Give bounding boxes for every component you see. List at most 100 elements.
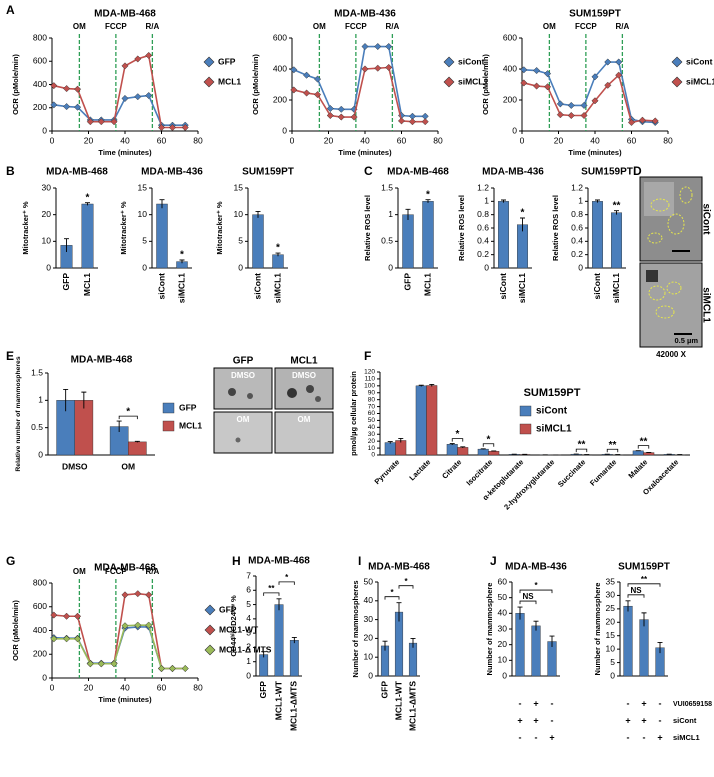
y-tick-label: 40 [498, 608, 508, 618]
data-point [361, 42, 369, 51]
x-tick-label: siMCL1 [517, 273, 527, 304]
data-point [121, 622, 129, 630]
y-tick-label: 100 [364, 383, 375, 390]
error-bar [614, 210, 619, 215]
significance-bracket [519, 600, 537, 605]
data-point [145, 91, 153, 100]
y-tick-label: 200 [273, 94, 287, 104]
x-tick-label: 80 [193, 135, 203, 145]
y-tick-label: 800 [33, 577, 47, 587]
significance-label: * [487, 434, 491, 445]
panel-label: F [364, 349, 371, 363]
data-point [157, 123, 166, 132]
y-tick-label: 15 [234, 182, 244, 192]
table-sign: + [533, 715, 538, 725]
y-tick-label: 0 [512, 125, 517, 135]
y-tick-label: 0 [282, 125, 287, 135]
error-bar [549, 635, 555, 648]
error-bar [261, 651, 267, 658]
magnification-label: 42000 X [656, 350, 686, 359]
image-column-label: GFP [233, 356, 254, 367]
y-axis-label: OCR (pMole/min) [11, 54, 20, 115]
data-point [50, 611, 58, 619]
significance-label: * [86, 192, 90, 203]
y-tick-label: 50 [364, 576, 374, 586]
data-point [290, 66, 298, 74]
y-tick-label: 10 [234, 209, 244, 219]
y-tick-label: 600 [273, 32, 287, 42]
series-line [523, 61, 656, 124]
significance-label: * [180, 250, 184, 261]
bar [632, 450, 644, 456]
error-bar [520, 217, 525, 232]
y-tick-label: 3 [246, 627, 251, 637]
error-bar [396, 602, 402, 622]
data-point [533, 66, 541, 75]
significance-label: * [456, 429, 460, 440]
table-sign: + [641, 698, 646, 708]
data-point [580, 111, 588, 120]
chart-title: MDA-MB-436 [334, 9, 396, 20]
x-tick-label: 0 [520, 135, 525, 145]
data-point [86, 660, 94, 668]
data-point [337, 105, 345, 113]
mammosphere [306, 385, 314, 393]
legend-label: siCont [458, 56, 485, 66]
x-tick-label: 80 [433, 135, 443, 145]
y-tick-label: 0.6 [571, 222, 583, 232]
y-tick-label: 20 [42, 209, 52, 219]
y-tick-label: 50 [498, 592, 508, 602]
y-axis-label: Relative number of mammospheres [15, 356, 22, 471]
x-tick-label: MCL1-WT [393, 680, 403, 720]
mammosphere [247, 393, 253, 399]
x-tick-label: 20 [84, 682, 94, 692]
x-tick-label: Isocitrate [464, 457, 494, 487]
bar [252, 214, 264, 269]
x-tick-label: OM [121, 461, 135, 471]
bar [488, 450, 500, 456]
legend-label: siMCL1 [458, 76, 489, 86]
error-bar [85, 202, 90, 206]
event-label: OM [73, 22, 86, 31]
data-point [73, 635, 82, 643]
panel-label: G [6, 554, 15, 568]
y-tick-label: 5 [610, 657, 615, 667]
micrograph-group: siCont 0.5 µm siMCL1 42000 X [639, 176, 711, 359]
significance-label: * [276, 243, 280, 254]
event-label: R/A [145, 567, 159, 576]
error-bar [533, 620, 539, 631]
error-bar [276, 598, 282, 611]
bar [531, 625, 541, 677]
image-row-label: DMSO [231, 371, 255, 380]
x-tick-label: Lactate [407, 457, 432, 482]
panel-label: B [6, 164, 15, 178]
y-axis-label: Number of mammosphere [593, 583, 602, 676]
significance-bracket [278, 581, 295, 585]
legend-swatch [671, 56, 683, 68]
panel-label: J [490, 554, 497, 568]
bar [402, 214, 414, 269]
mammosphere [235, 437, 241, 443]
bar [395, 440, 407, 456]
bar [289, 640, 299, 677]
chart-title: MDA-MB-468 [248, 556, 310, 567]
significance-label: NS [522, 592, 534, 601]
chart-title: SUM159PT [569, 9, 621, 20]
legend-label: GFP [219, 604, 237, 614]
y-tick-label: 1 [246, 656, 251, 666]
panel-label: C [364, 164, 373, 178]
y-axis-label: OCR (pMole/min) [11, 600, 20, 661]
error-bar [179, 259, 185, 264]
error-bar [480, 448, 486, 450]
data-point [615, 58, 623, 66]
event-label: FCCP [575, 22, 597, 31]
legend-swatch [443, 76, 455, 88]
data-point [604, 58, 612, 66]
y-tick-label: 1 [38, 395, 43, 405]
y-tick-label: 6 [246, 585, 251, 595]
error-bar [460, 446, 466, 448]
y-tick-label: 40 [368, 424, 376, 431]
y-tick-label: 200 [33, 649, 47, 659]
error-bar [410, 637, 416, 648]
